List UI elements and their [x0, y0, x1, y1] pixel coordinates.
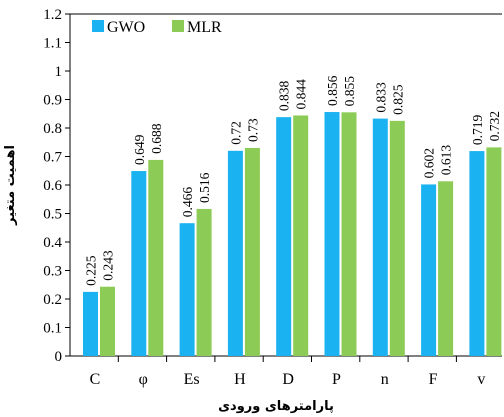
data-label: 0.833: [373, 82, 388, 113]
legend-label: GWO: [107, 19, 145, 36]
y-tick-label: 0.7: [43, 150, 62, 166]
y-tick-label: 0.2: [43, 292, 62, 308]
bar-mlr: [196, 208, 212, 356]
data-label: 0.649: [132, 134, 147, 165]
x-tick-label: v: [477, 371, 485, 388]
legend-swatch-gwo: [92, 20, 104, 32]
y-tick-label: 0.8: [43, 121, 62, 137]
x-tick-label: D: [282, 371, 294, 388]
y-tick-label: 0: [55, 349, 63, 365]
bar-mlr: [389, 120, 405, 356]
bar-mlr: [486, 147, 502, 356]
data-labels: 0.225 0.243 0.649 0.688 0.466 0.516 0.72 0.73 0.…: [84, 75, 502, 285]
bar-gwo: [372, 118, 388, 356]
data-label: 0.719: [470, 114, 485, 145]
y-tick-label: 1.1: [43, 36, 62, 52]
bar-mlr: [244, 147, 260, 356]
data-label: 0.855: [342, 76, 357, 107]
data-label: 0.243: [101, 250, 116, 281]
bars: [83, 112, 502, 357]
data-label: 0.225: [84, 255, 99, 286]
x-tick-label: F: [429, 371, 438, 388]
bar-mlr: [438, 181, 454, 356]
x-tick-label: Es: [184, 371, 200, 388]
y-tick-label: 0.6: [43, 178, 62, 194]
y-tick-label: 0.1: [43, 321, 62, 337]
data-label: 0.466: [180, 187, 195, 218]
y-tick-label: 0.5: [43, 207, 62, 223]
bar-mlr: [148, 159, 164, 356]
data-label: 0.688: [149, 123, 164, 154]
data-label: 0.732: [487, 111, 502, 141]
x-tick-label: φ: [139, 371, 148, 388]
axes: 0 0.1 0.2 0.3 0.4 0.5 0.6 0.7 0.8 0.9 1 1.1 1.2 C φ Es H…: [43, 7, 502, 388]
data-label: 0.856: [325, 75, 340, 106]
data-label: 0.825: [390, 84, 405, 115]
data-label: 0.844: [294, 79, 309, 110]
bar-gwo: [131, 171, 147, 356]
y-tick-label: 0.9: [43, 93, 62, 109]
y-tick-label: 0.3: [43, 264, 62, 280]
data-label: 0.72: [228, 121, 243, 145]
y-axis-title: اهمیت متغیر: [3, 145, 18, 226]
legend: GWO MLR: [92, 19, 222, 36]
legend-swatch-mlr: [172, 20, 184, 32]
bar-gwo: [83, 291, 98, 356]
data-label: 0.838: [277, 81, 292, 112]
x-tick-label: P: [332, 371, 341, 388]
bar-gwo: [421, 184, 437, 356]
bar-gwo: [469, 151, 485, 356]
bar-gwo: [324, 112, 340, 356]
y-tick-label: 1.2: [43, 7, 62, 23]
y-tick-label: 1: [55, 64, 63, 80]
data-label: 0.73: [245, 118, 260, 142]
y-tick-label: 0.4: [43, 235, 62, 251]
bar-mlr: [341, 112, 357, 356]
data-label: 0.516: [197, 172, 212, 203]
x-tick-label: n: [381, 371, 389, 388]
legend-label: MLR: [187, 19, 222, 36]
bar-gwo: [179, 223, 195, 356]
bar-gwo: [276, 117, 292, 356]
bar-mlr: [293, 115, 309, 357]
x-axis-title: پارامترهای ورودی: [218, 399, 334, 414]
bar-mlr: [100, 286, 115, 356]
x-tick-label: C: [90, 371, 101, 388]
bar-gwo: [227, 150, 243, 356]
data-label: 0.602: [422, 148, 437, 178]
x-tick-label: H: [234, 371, 246, 388]
data-label: 0.613: [439, 145, 454, 176]
